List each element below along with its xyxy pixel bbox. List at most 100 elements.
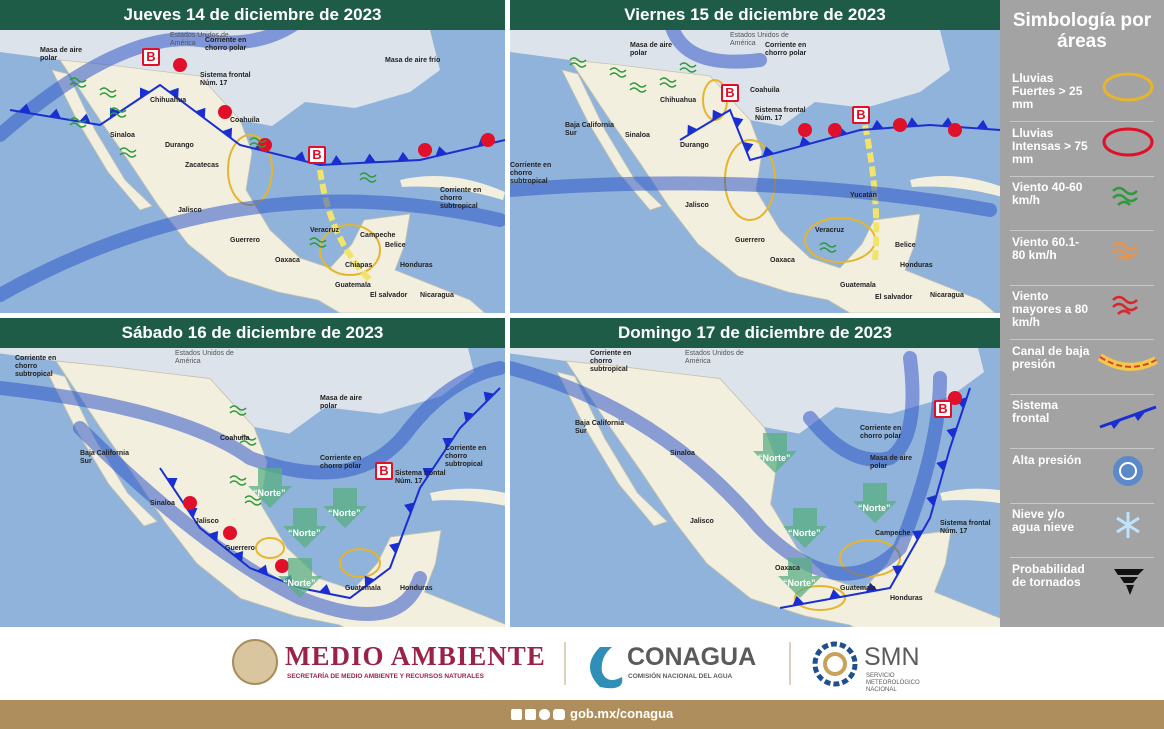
heavy-rain-spot [893, 118, 907, 132]
low-pressure: B [308, 146, 326, 164]
heavy-rain-spot [275, 559, 289, 573]
wind-icon [109, 107, 127, 118]
icon-high-inner [1119, 461, 1137, 480]
wind-icon [229, 405, 247, 416]
map-label: Sistema frontal Núm. 17 [395, 470, 446, 485]
map-label: Estados Unidos de América [685, 350, 744, 365]
map-label: Jalisco [690, 518, 714, 525]
cold-front [779, 387, 971, 609]
map-label: Corriente en chorro subtropical [590, 350, 632, 373]
front-triangle [936, 459, 947, 472]
map-label: Sistema frontal Núm. 17 [755, 107, 806, 122]
land-usa [0, 348, 475, 434]
map-label: Jalisco [195, 518, 219, 525]
wind-icon [249, 137, 267, 148]
legend-item: Lluvias Intensas > 75 mm [1012, 125, 1088, 166]
north-arrow [853, 483, 897, 523]
icon-twitter[interactable] [525, 709, 536, 720]
wind-icon [69, 117, 87, 128]
front-triangle [79, 113, 91, 124]
front-triangle [294, 151, 306, 162]
map-label: Zacatecas [185, 162, 219, 169]
wind-icon [819, 242, 837, 253]
front-triangle [232, 550, 244, 562]
map-label: Guerrero [225, 545, 255, 552]
org2: CONAGUA [627, 643, 757, 671]
front-triangle [892, 565, 903, 576]
front-triangle [829, 589, 841, 600]
map-label: Yucatán [850, 192, 877, 199]
north-arrow [783, 508, 827, 548]
map-label: Guatemala [335, 282, 371, 289]
front-triangle [364, 153, 376, 163]
wind-icon [609, 67, 627, 78]
social-icons [511, 709, 565, 720]
front-triangle [168, 87, 179, 99]
front-triangle [19, 103, 31, 114]
map-label: El salvador [370, 292, 408, 299]
legend-item: Nieve y/o agua nieve [1012, 507, 1075, 534]
map [510, 30, 1000, 313]
map-label: Guerrero [230, 237, 260, 244]
wind-icon [229, 475, 247, 486]
icon-youtube[interactable] [553, 709, 565, 720]
north-arrow [278, 558, 322, 598]
panel-title: Viernes 15 de diciembre de 2023 [510, 0, 1000, 30]
icon-instagram[interactable] [539, 709, 550, 720]
front-triangle [946, 427, 957, 439]
front-triangle [712, 109, 723, 121]
jet-stream [0, 361, 505, 480]
footer-logos [232, 639, 858, 689]
heavy-rain-spot [218, 105, 232, 119]
north-label: “Norte” [783, 578, 816, 588]
wind-icon [99, 87, 117, 98]
legend-icon [1112, 241, 1138, 261]
map-label: Oaxaca [770, 257, 795, 264]
north-arrow [248, 468, 292, 508]
footer: MEDIO AMBIENTE SECRETARÍA DE MEDIO AMBIE… [0, 627, 1164, 700]
url[interactable]: gob.mx/conagua [570, 706, 674, 721]
org1-sub: SECRETARÍA DE MEDIO AMBIENTE Y RECURSOS … [287, 673, 484, 680]
front-triangle [330, 155, 343, 165]
wind-icon [119, 147, 137, 158]
map-label: Oaxaca [775, 565, 800, 572]
map-label: Oaxaca [275, 257, 300, 264]
map-label: Jalisco [178, 207, 202, 214]
legend-icon [1114, 568, 1144, 595]
icon-facebook[interactable] [511, 709, 522, 720]
legend-icon [1116, 512, 1140, 538]
legend-separator [1010, 284, 1154, 286]
map-label: Nicaragua [420, 292, 454, 299]
wind-icon [629, 82, 647, 93]
jet-stream [510, 361, 947, 581]
map-label: Honduras [400, 585, 433, 592]
legend-item: Sistema frontal [1012, 398, 1059, 425]
jet-stream [510, 176, 997, 217]
legend-separator [1010, 339, 1154, 340]
map-label: Chiapas [345, 262, 373, 269]
map-label: Estados Unidos de América [730, 32, 789, 47]
front-triangle [906, 117, 919, 127]
low-pressure-trough [317, 169, 373, 283]
north-arrow [283, 508, 327, 548]
heavy-rain-spot [948, 123, 962, 137]
low-pressure: B [142, 48, 160, 66]
legend-item: Viento 40-60 km/h [1012, 180, 1083, 207]
org3-sub: SERVICIO METEOROLÓGICO NACIONAL [866, 673, 920, 693]
front-triangle [483, 391, 495, 403]
map-label: Corriente en chorro subtropical [445, 445, 487, 468]
wind-icon [359, 172, 377, 183]
legend-icon [1112, 295, 1138, 315]
jet-stream [0, 30, 298, 142]
map-label: Jalisco [685, 202, 709, 209]
front-triangle [221, 127, 233, 139]
legend-item: Probabilidad de tornados [1012, 561, 1085, 589]
front-triangle [364, 575, 375, 587]
cold-front [9, 83, 505, 167]
map-label: Corriente en chorro subtropical [15, 355, 57, 378]
legend-item: Canal de baja presión [1012, 343, 1090, 371]
heavy-rain-spot [828, 123, 842, 137]
wind-icon [69, 77, 87, 88]
heavy-rain-spot [173, 58, 187, 72]
low-pressure: B [934, 400, 952, 418]
